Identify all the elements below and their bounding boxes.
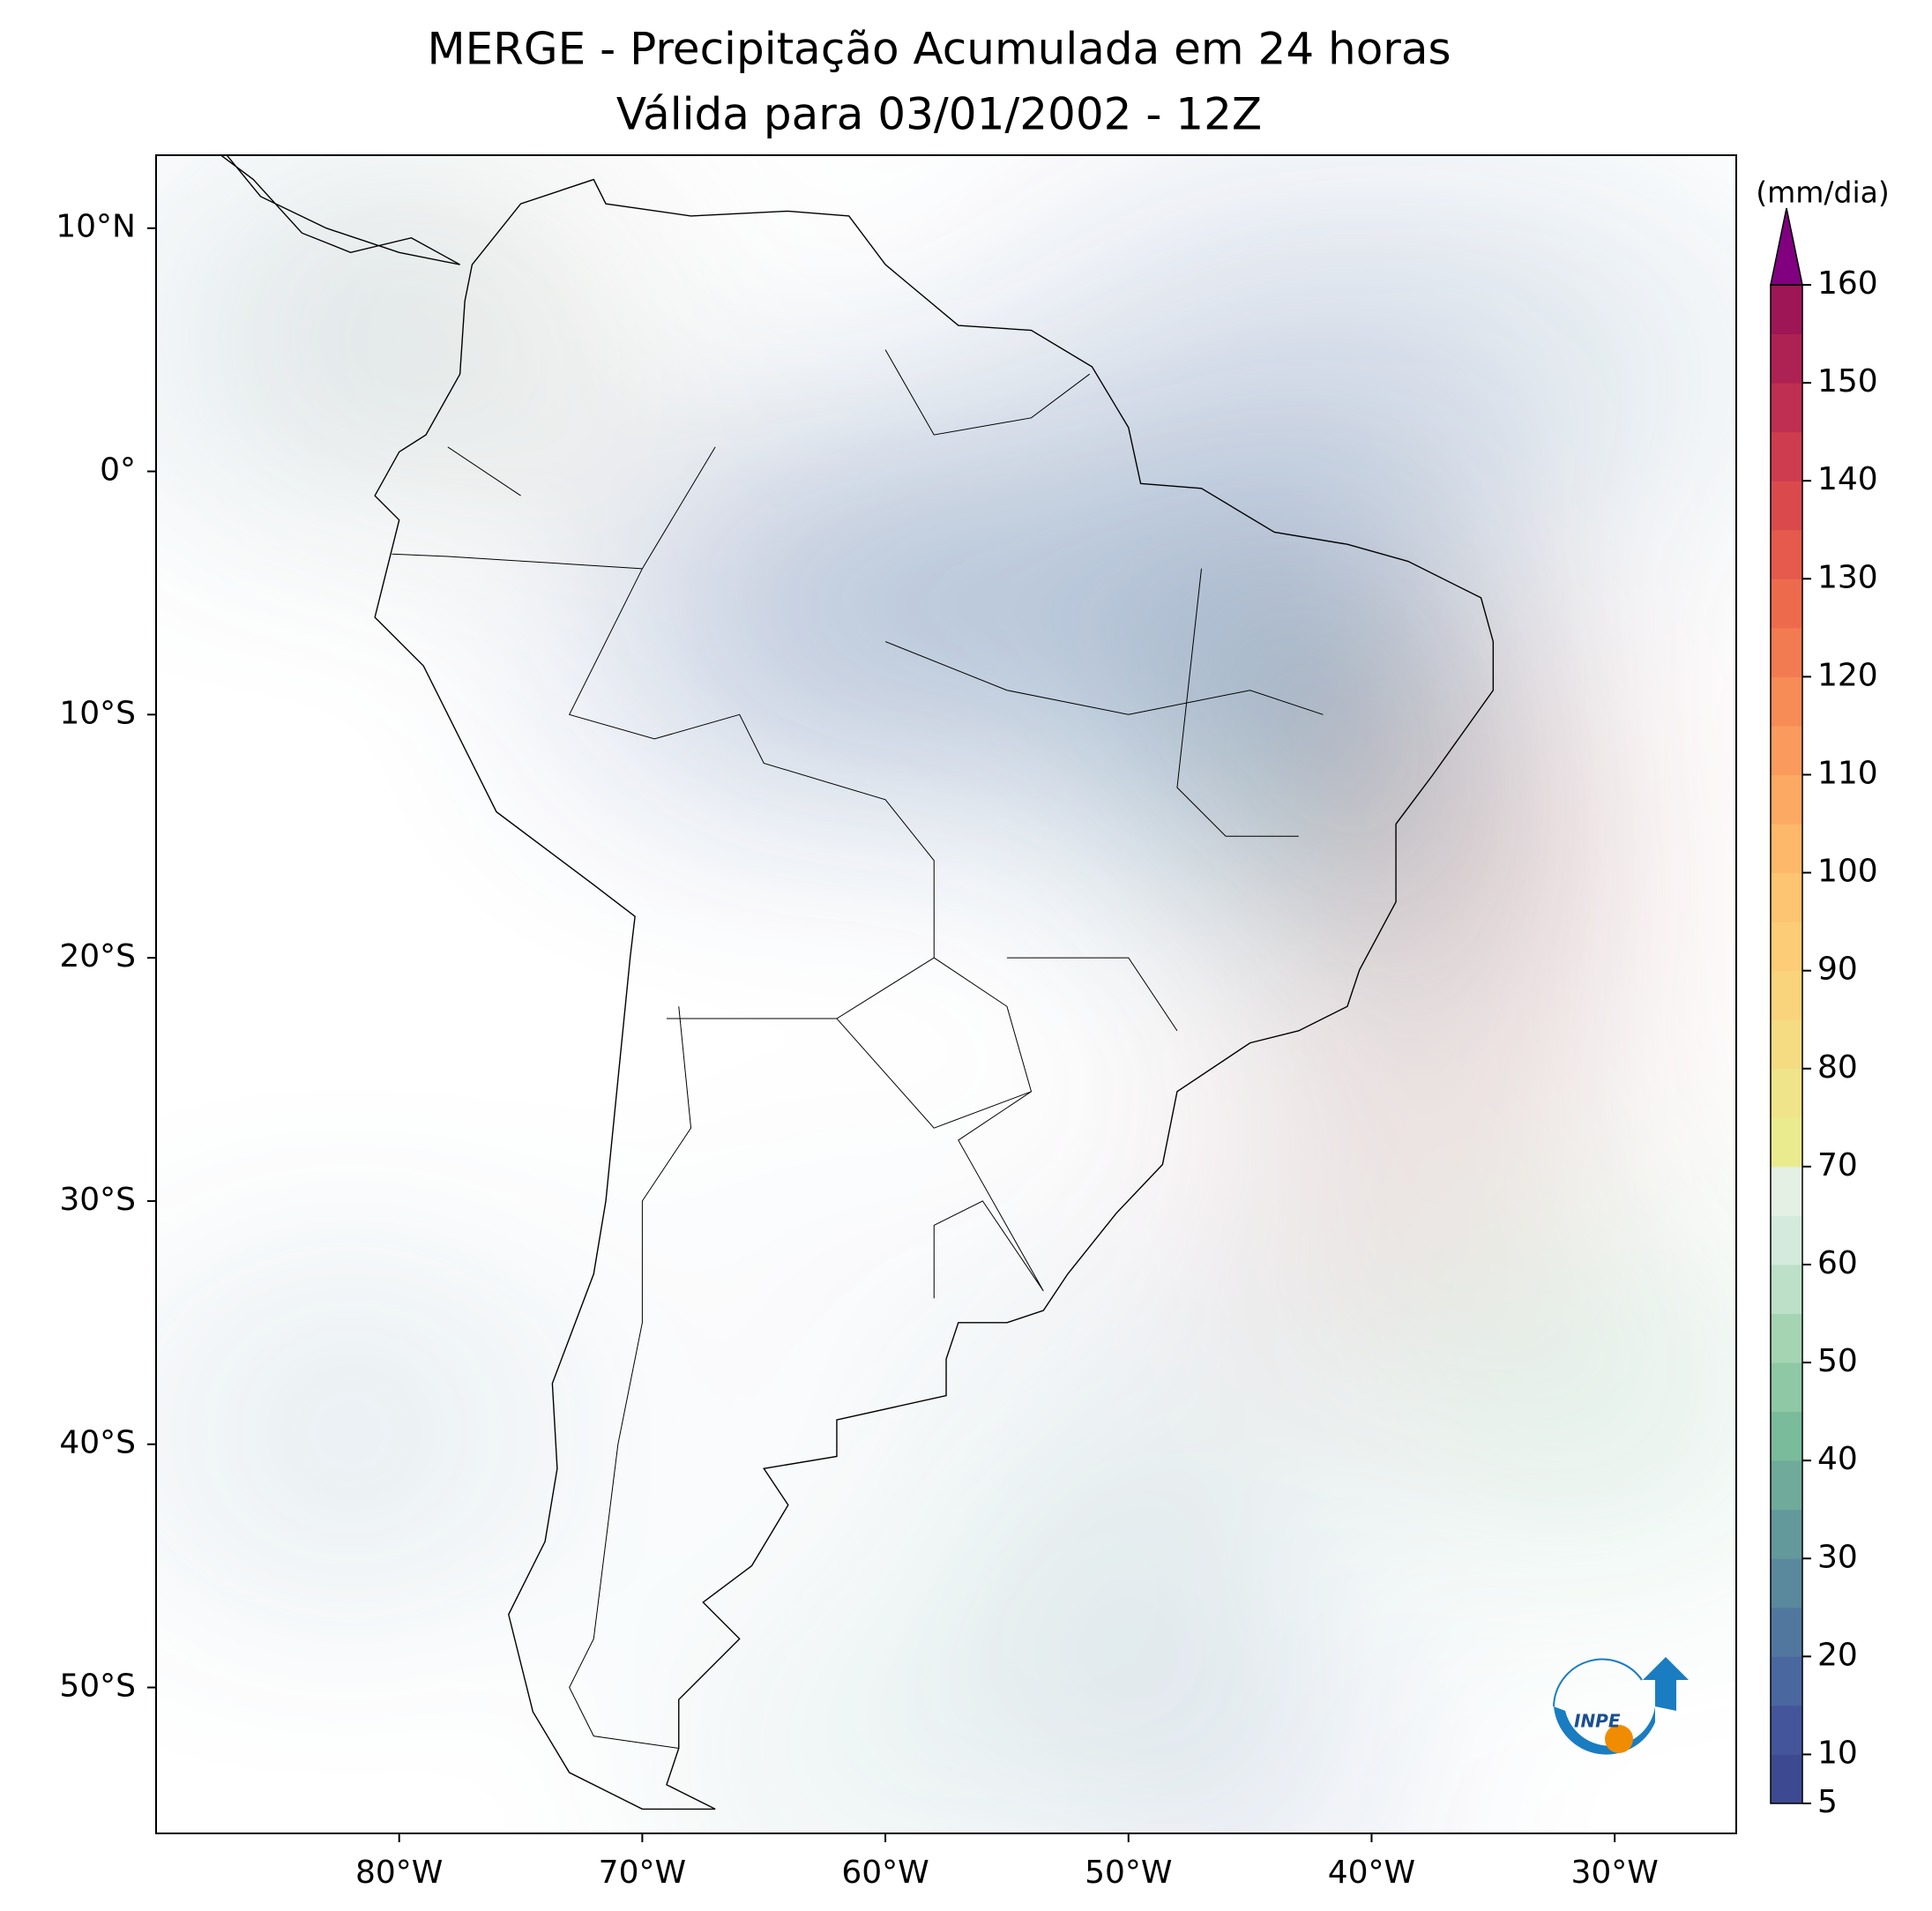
logo-arrow (1643, 1657, 1689, 1711)
colorbar-band (1771, 1705, 1802, 1755)
precip-area (1429, 1138, 1508, 1191)
logo-text: INPE (1574, 1711, 1621, 1732)
colorbar-tick-label: 100 (1817, 854, 1878, 890)
precip-area (1226, 1273, 1421, 1323)
y-tick-label: 30°S (59, 1182, 136, 1218)
colorbar-tick-label: 150 (1817, 363, 1878, 399)
x-tick-label: 70°W (599, 1855, 686, 1891)
colorbar-band (1771, 970, 1802, 1020)
colorbar-band (1771, 1509, 1802, 1559)
colorbar-tick-label: 20 (1817, 1637, 1858, 1673)
colorbar-tick-label: 120 (1817, 657, 1878, 693)
colorbar-tick-label: 80 (1817, 1049, 1858, 1086)
map-layers (180, 143, 1736, 1827)
colorbar-tick-label: 70 (1817, 1147, 1858, 1183)
colorbar-band (1771, 1460, 1802, 1511)
colorbar-label: (mm/dia) (1756, 175, 1890, 210)
y-tick-label: 10°S (59, 695, 136, 731)
precip-area (1493, 342, 1736, 407)
colorbar-tick-label: 50 (1817, 1343, 1858, 1379)
colorbar-tick-label: 5 (1817, 1784, 1838, 1820)
colorbar-tick-label: 60 (1817, 1245, 1858, 1281)
colorbar-band (1771, 774, 1802, 825)
colorbar-tick-label: 110 (1817, 755, 1878, 791)
colorbar-band (1771, 579, 1802, 629)
map-area (180, 143, 1736, 1827)
y-tick-label: 40°S (59, 1425, 136, 1461)
x-tick-label: 80°W (355, 1855, 443, 1891)
precip-area (909, 496, 1105, 690)
colorbar-tick-label: 90 (1817, 952, 1858, 988)
colorbar-band (1771, 1264, 1802, 1315)
precip-area (1406, 958, 1484, 1153)
colorbar-tick-label: 130 (1817, 559, 1878, 595)
borders (392, 350, 1323, 1749)
colorbar-band (1771, 383, 1802, 433)
colorbar-frame (1770, 284, 1803, 1804)
colorbar-band (1771, 824, 1802, 874)
coastline (205, 143, 1493, 1809)
colorbar-tick-label: 140 (1817, 461, 1878, 497)
precip-area (180, 1395, 521, 1469)
title: MERGE - Precipitação Acumulada em 24 hor… (427, 24, 1451, 75)
y-tick-label: 0° (100, 452, 136, 489)
colorbar-band (1771, 333, 1802, 384)
colorbar-band (1771, 1656, 1802, 1706)
precip-area (776, 1699, 898, 1822)
subtitle: Válida para 03/01/2002 - 12Z (616, 89, 1262, 140)
precip-area (1031, 1529, 1129, 1652)
precip-area (1053, 1645, 1350, 1827)
colorbar-band (1771, 1411, 1802, 1461)
precip-area (1274, 666, 1469, 909)
colorbar-tick-label: 10 (1817, 1735, 1858, 1771)
colorbar-band (1771, 529, 1802, 579)
x-tick-label: 40°W (1328, 1855, 1415, 1891)
precipitation-field (180, 284, 1736, 1827)
precip-area (1249, 1176, 1397, 1226)
colorbar-band (1771, 1362, 1802, 1413)
colorbar-tick-label: 40 (1817, 1441, 1858, 1477)
y-tick-label: 10°N (56, 209, 136, 245)
colorbar-band (1771, 481, 1802, 531)
colorbar-band (1771, 1068, 1802, 1118)
x-tick-label: 30°W (1570, 1855, 1658, 1891)
colorbar-band (1771, 1019, 1802, 1070)
colorbar-band (1771, 1166, 1802, 1216)
colorbar-tick-label: 30 (1817, 1539, 1858, 1575)
colorbar-band (1771, 1607, 1802, 1657)
colorbar-band (1771, 1754, 1802, 1804)
logo-dot (1605, 1725, 1633, 1753)
inpe-logo: INPE (1553, 1657, 1689, 1755)
y-tick-label: 20°S (59, 938, 136, 974)
colorbar-band (1771, 1117, 1802, 1168)
colorbar-tick-label: 160 (1817, 265, 1878, 302)
colorbar-band (1771, 872, 1802, 922)
colorbar-band (1771, 922, 1802, 972)
colorbar-band (1771, 1558, 1802, 1609)
x-tick-label: 60°W (841, 1855, 929, 1891)
colorbar-band (1771, 285, 1802, 335)
precip-area (776, 1290, 898, 1331)
colorbar-band (1771, 676, 1802, 727)
precip-area (1031, 313, 1615, 386)
y-tick-label: 50°S (59, 1668, 136, 1705)
colorbar-band (1771, 1215, 1802, 1265)
logo-ring (1553, 1658, 1643, 1707)
x-tick-label: 50°W (1085, 1855, 1172, 1891)
map-frame (155, 154, 1737, 1834)
precip-area (1079, 1370, 1227, 1444)
precip-area (180, 284, 618, 392)
colorbar-band (1771, 1313, 1802, 1363)
precip-area (1425, 690, 1513, 982)
precip-area (1420, 1347, 1736, 1444)
colorbar-band (1771, 627, 1802, 677)
colorbar-extend (1770, 207, 1803, 286)
precip-area (447, 313, 546, 386)
colorbar-band (1771, 431, 1802, 481)
colorbar-band (1771, 725, 1802, 775)
